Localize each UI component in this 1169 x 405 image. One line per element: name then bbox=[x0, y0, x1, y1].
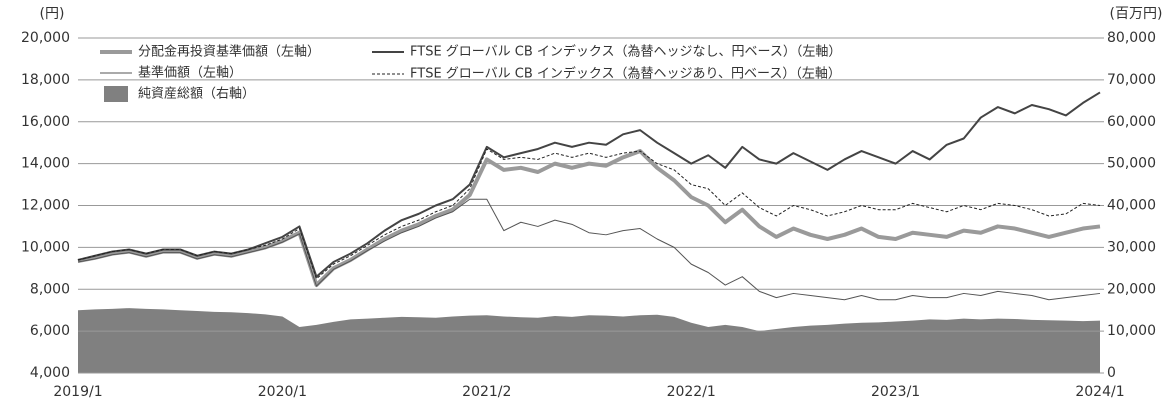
x-tick-label: 2024/1 bbox=[1075, 384, 1124, 400]
y-tick-label: 10,000 bbox=[21, 239, 70, 255]
y-tick-label: 6,000 bbox=[30, 323, 70, 339]
line bbox=[77, 149, 1101, 288]
legend-label: FTSE グローバル CB インデックス（為替ヘッジあり、円ベース）（左軸） bbox=[410, 66, 841, 82]
line bbox=[77, 198, 1101, 301]
y2-tick-label: 60,000 bbox=[1107, 114, 1156, 130]
y2-tick-label: 80,000 bbox=[1107, 30, 1156, 46]
y2-tick-label: 70,000 bbox=[1107, 72, 1156, 88]
x-tick-label: 2021/2 bbox=[462, 384, 511, 400]
y-tick-label: 8,000 bbox=[30, 281, 70, 297]
y-tick-label: 16,000 bbox=[21, 114, 70, 130]
y2-tick-label: 50,000 bbox=[1107, 156, 1156, 172]
y2-tick-label: 0 bbox=[1107, 365, 1116, 381]
legend-swatch bbox=[104, 86, 128, 102]
y2-unit: (百万円) bbox=[1110, 6, 1163, 22]
x-tick-label: 2020/1 bbox=[258, 384, 307, 400]
x-tick-label: 2022/1 bbox=[667, 384, 716, 400]
legend-label: FTSE グローバル CB インデックス（為替ヘッジなし、円ベース）（左軸） bbox=[410, 44, 841, 60]
legend-label: 純資産総額（右軸） bbox=[138, 86, 255, 102]
y-tick-label: 20,000 bbox=[21, 30, 70, 46]
y2-tick-label: 20,000 bbox=[1107, 281, 1156, 297]
y2-tick-label: 30,000 bbox=[1107, 239, 1156, 255]
legend-label: 分配金再投資基準価額（左軸） bbox=[138, 44, 320, 60]
y-tick-label: 18,000 bbox=[21, 72, 70, 88]
line bbox=[77, 91, 1101, 278]
x-tick-label: 2019/1 bbox=[53, 384, 102, 400]
line bbox=[77, 148, 1101, 280]
y2-tick-label: 40,000 bbox=[1107, 198, 1156, 214]
x-tick-label: 2023/1 bbox=[871, 384, 920, 400]
y-tick-label: 14,000 bbox=[21, 156, 70, 172]
y-tick-label: 4,000 bbox=[30, 365, 70, 381]
y2-tick-label: 10,000 bbox=[1107, 323, 1156, 339]
y-tick-label: 12,000 bbox=[21, 198, 70, 214]
y-unit: (円) bbox=[40, 6, 65, 22]
legend-label: 基準価額（左軸） bbox=[138, 65, 242, 81]
area bbox=[78, 308, 1100, 373]
